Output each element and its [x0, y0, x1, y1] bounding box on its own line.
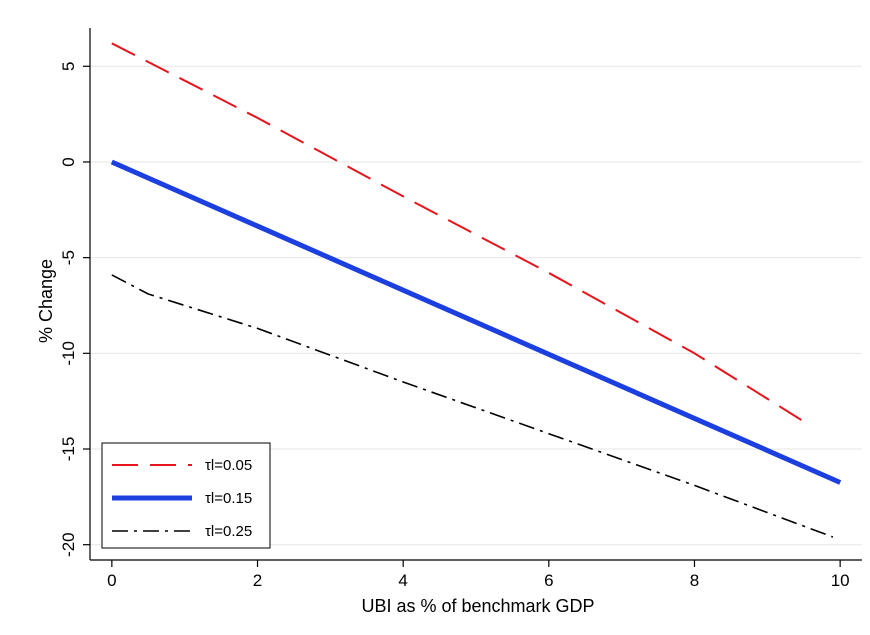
y-tick-label: -20 — [59, 532, 78, 557]
y-tick-label: -5 — [59, 250, 78, 265]
x-tick-label: 0 — [107, 571, 116, 590]
y-tick-label: 5 — [59, 62, 78, 71]
legend-label-2: τl=0.15 — [205, 490, 252, 507]
y-tick-label: 0 — [59, 157, 78, 166]
x-tick-label: 8 — [690, 571, 699, 590]
series-line-3 — [111, 274, 834, 538]
y-tick-label: -15 — [59, 437, 78, 462]
legend-label-1: τl=0.05 — [205, 457, 252, 474]
y-tick-label: -10 — [59, 341, 78, 366]
series-line-1 — [111, 42, 812, 427]
x-tick-label: 6 — [544, 571, 553, 590]
x-axis: 0 2 4 6 8 10 — [90, 559, 862, 590]
series-line-2 — [110, 159, 842, 485]
y-axis-title: % Change — [36, 259, 56, 343]
x-tick-label: 4 — [398, 571, 407, 590]
plot-area — [110, 42, 842, 538]
x-tick-label: 10 — [831, 571, 850, 590]
x-tick-label: 2 — [253, 571, 262, 590]
x-axis-title: UBI as % of benchmark GDP — [361, 596, 594, 616]
y-axis: 5 0 -5 -10 -15 -20 — [59, 28, 91, 560]
legend: τl=0.05 τl=0.15 τl=0.25 — [101, 442, 271, 549]
legend-label-3: τl=0.25 — [205, 523, 252, 540]
